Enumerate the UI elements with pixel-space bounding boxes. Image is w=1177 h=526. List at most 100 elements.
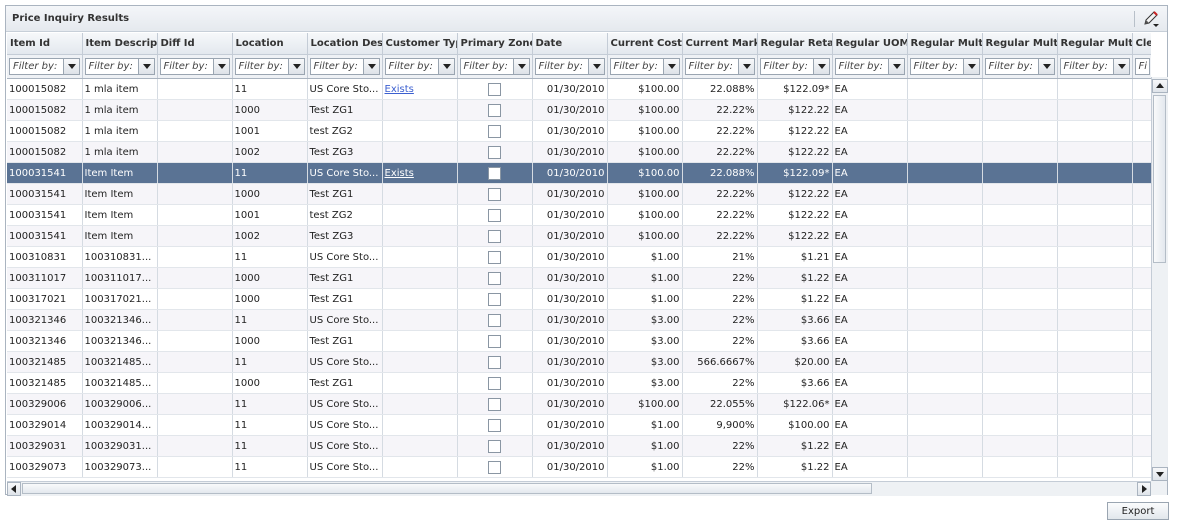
table-row[interactable]: 100310831 100310831... 11 US Core Sto... 01/… [7,246,1151,268]
column-header[interactable]: Location Desc [307,33,383,55]
column-header[interactable]: Regular Multi [982,33,1058,55]
dropdown-arrow-icon[interactable] [287,59,304,74]
dropdown-arrow-icon[interactable] [587,59,604,74]
primary-zone-checkbox[interactable] [488,145,501,159]
filter-dropdown[interactable]: Filter by: [1059,58,1130,75]
primary-zone-checkbox[interactable] [488,418,501,432]
table-row[interactable]: 100329006 100329006... 11 US Core Sto... 01/… [7,393,1151,415]
filter-dropdown[interactable]: Filter by: [684,58,755,75]
filter-dropdown[interactable]: Filter by: [609,58,680,75]
table-row[interactable]: 100031541 Item Item 1002 Test ZG3 01/30/2010… [7,225,1151,247]
table-row[interactable]: 100321346 100321346... 11 US Core Sto... 01/… [7,309,1151,331]
dropdown-arrow-icon[interactable] [62,59,79,74]
table-row[interactable]: 100015082 1 mla item 1002 Test ZG3 01/30/201… [7,141,1151,163]
primary-zone-checkbox[interactable] [488,439,501,453]
filter-dropdown[interactable]: Filter by: [84,58,155,75]
dropdown-arrow-icon[interactable] [512,59,529,74]
column-header[interactable]: Primary Zone [457,33,533,55]
column-header[interactable]: Item Id [7,33,83,55]
table-row[interactable]: 100015082 1 mla item 11 US Core Sto... Exist… [7,78,1151,100]
primary-zone-checkbox[interactable] [488,313,501,327]
filter-dropdown[interactable]: Filter by: [159,58,230,75]
scroll-down-icon[interactable] [1152,467,1168,481]
customer-type-link[interactable]: Exists [384,83,414,95]
primary-zone-checkbox[interactable] [488,208,501,222]
dropdown-arrow-icon[interactable] [437,59,454,74]
filter-dropdown[interactable]: Filter by: [534,58,605,75]
column-header[interactable]: Current Marku [682,33,758,55]
primary-zone-checkbox[interactable] [488,82,501,96]
dropdown-arrow-icon[interactable] [662,59,679,74]
table-row[interactable]: 100015082 1 mla item 1001 test ZG2 01/30/201… [7,120,1151,142]
primary-zone-checkbox[interactable] [488,355,501,369]
primary-zone-checkbox[interactable] [488,166,501,180]
table-row[interactable]: 100311017 100311017... 1000 Test ZG1 01/30/2… [7,267,1151,289]
dropdown-arrow-icon[interactable] [212,59,229,74]
filter-dropdown[interactable]: Filter by: [459,58,530,75]
table-row[interactable]: 100321485 100321485... 1000 Test ZG1 01/30/2… [7,372,1151,394]
vertical-scrollbar[interactable] [1151,77,1168,481]
primary-zone-checkbox[interactable] [488,103,501,117]
table-row[interactable]: 100031541 Item Item 1000 Test ZG1 01/30/2010… [7,183,1151,205]
dropdown-arrow-icon[interactable] [812,59,829,74]
table-row[interactable]: 100321346 100321346... 1000 Test ZG1 01/30/2… [7,330,1151,352]
pencil-edit-icon[interactable] [1142,10,1160,28]
table-row[interactable]: 100321485 100321485... 11 US Core Sto... 01/… [7,351,1151,373]
filter-dropdown[interactable]: Fi [1134,58,1150,75]
cell-item-description: Item Item [82,204,158,226]
primary-zone-checkbox[interactable] [488,292,501,306]
column-header[interactable]: Customer Typ [382,33,458,55]
scroll-right-icon[interactable] [1137,482,1151,496]
filter-dropdown[interactable]: Filter by: [309,58,380,75]
column-header[interactable]: Item Descripti [82,33,158,55]
dropdown-arrow-icon[interactable] [1112,59,1129,74]
table-row[interactable]: 100329073 100329073... 11 US Core Sto... 01/… [7,456,1151,478]
primary-zone-checkbox[interactable] [488,397,501,411]
filter-dropdown[interactable]: Filter by: [759,58,830,75]
column-header[interactable]: Regular Multi [1057,33,1133,55]
primary-zone-checkbox[interactable] [488,187,501,201]
filter-dropdown[interactable]: Filter by: [909,58,980,75]
filter-dropdown[interactable]: Filter by: [984,58,1055,75]
column-header[interactable]: Diff Id [157,33,233,55]
column-header[interactable]: Date [532,33,608,55]
primary-zone-checkbox[interactable] [488,124,501,138]
filter-dropdown[interactable]: Filter by: [9,58,80,75]
table-row[interactable]: 100317021 100317021... 1000 Test ZG1 01/30/2… [7,288,1151,310]
horizontal-scroll-thumb[interactable] [22,483,872,494]
vertical-scroll-thumb[interactable] [1153,95,1166,263]
cell-regular-retail: $122.09* [757,78,833,100]
export-button[interactable]: Export [1107,502,1169,520]
table-row[interactable]: 100031541 Item Item 1001 test ZG2 01/30/2010… [7,204,1151,226]
column-header[interactable]: Current Cost [607,33,683,55]
primary-zone-checkbox[interactable] [488,250,501,264]
customer-type-link[interactable]: Exists [384,167,414,179]
table-row[interactable]: 100329014 100329014... 11 US Core Sto... 01/… [7,414,1151,436]
dropdown-arrow-icon[interactable] [737,59,754,74]
table-row[interactable]: 100015082 1 mla item 1000 Test ZG1 01/30/201… [7,99,1151,121]
column-header[interactable]: Cle [1132,33,1151,55]
primary-zone-checkbox[interactable] [488,334,501,348]
dropdown-arrow-icon[interactable] [1037,59,1054,74]
cell-customer-type [382,435,458,457]
column-header[interactable]: Location [232,33,308,55]
filter-dropdown[interactable]: Filter by: [384,58,455,75]
scroll-left-icon[interactable] [7,482,21,496]
horizontal-scrollbar[interactable] [7,481,1151,496]
primary-zone-checkbox[interactable] [488,376,501,390]
filter-dropdown[interactable]: Filter by: [234,58,305,75]
column-header[interactable]: Regular Multi [907,33,983,55]
dropdown-arrow-icon[interactable] [962,59,979,74]
scroll-up-icon[interactable] [1152,79,1168,93]
primary-zone-checkbox[interactable] [488,271,501,285]
table-row[interactable]: 100329031 100329031... 11 US Core Sto... 01/… [7,435,1151,457]
table-row[interactable]: 100031541 Item Item 11 US Core Sto... Exists… [7,162,1151,184]
column-header[interactable]: Regular Retail [757,33,833,55]
filter-dropdown[interactable]: Filter by: [834,58,905,75]
primary-zone-checkbox[interactable] [488,460,501,474]
column-header[interactable]: Regular UOM [832,33,908,55]
dropdown-arrow-icon[interactable] [887,59,904,74]
dropdown-arrow-icon[interactable] [362,59,379,74]
dropdown-arrow-icon[interactable] [137,59,154,74]
primary-zone-checkbox[interactable] [488,229,501,243]
